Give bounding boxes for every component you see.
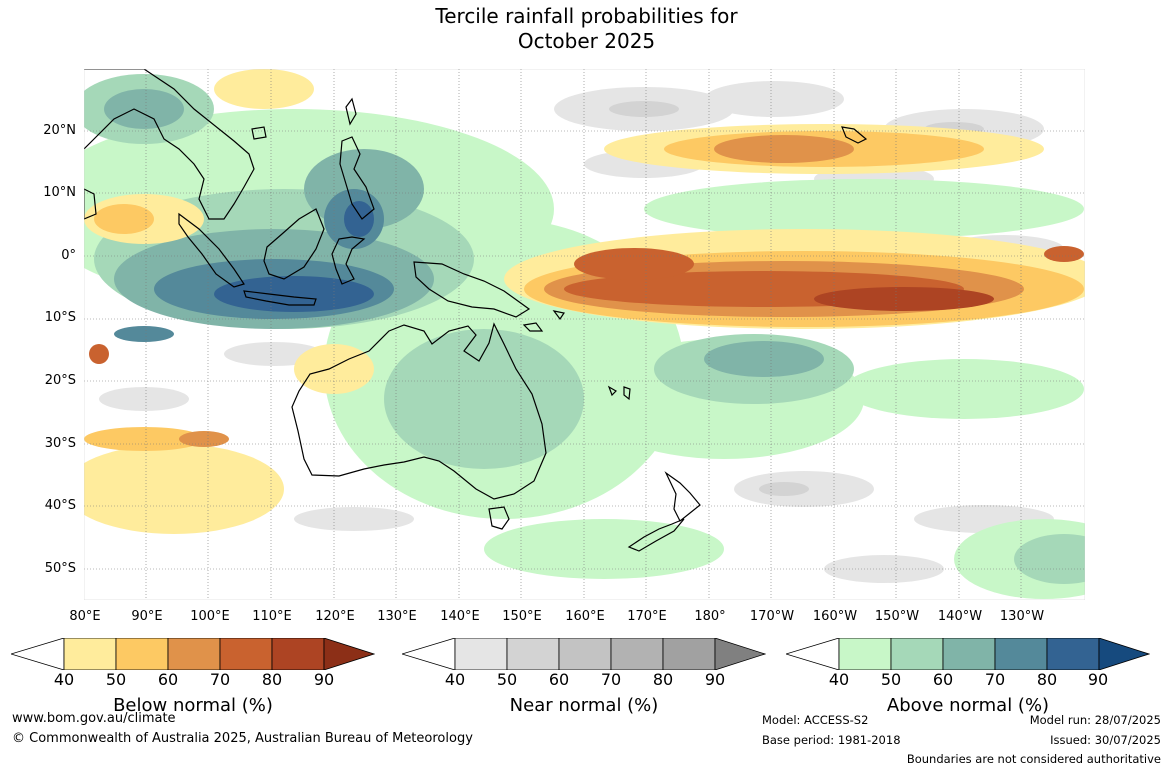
graticule [84, 69, 1085, 600]
new-guinea-coastline [413, 261, 531, 318]
lon-label-130w: 130°W [999, 609, 1045, 624]
chart-title: Tercile rainfall probabilities for Octob… [0, 4, 1173, 54]
near-tick-40: 40 [444, 670, 466, 689]
above-tick-80: 80 [1036, 670, 1058, 689]
lon-label-140e: 140°E [440, 609, 480, 624]
lon-label-140w: 140°W [937, 609, 983, 624]
model-name: Model: ACCESS-S2 [762, 713, 869, 727]
above-tick-40: 40 [828, 670, 850, 689]
near-normal-label: Near normal (%) [509, 695, 659, 716]
title-line-1: Tercile rainfall probabilities for [435, 4, 738, 28]
sumatra-coastline [178, 212, 245, 288]
lat-label-40s: 40°S [44, 498, 76, 513]
below-tick-70: 70 [209, 670, 231, 689]
lon-label-110e: 110°E [252, 609, 292, 624]
above-tick-60: 60 [932, 670, 954, 689]
near-tick-80: 80 [652, 670, 674, 689]
taiwan-coastline [345, 97, 357, 126]
sulawesi-coastline [331, 236, 366, 285]
lat-label-20s: 20°S [44, 373, 76, 388]
below-tick-40: 40 [53, 670, 75, 689]
tasmania-coastline [488, 506, 510, 530]
lon-label-130e: 130°E [377, 609, 417, 624]
issued-date: Issued: 30/07/2025 [1050, 733, 1161, 747]
base-period: Base period: 1981-2018 [762, 733, 901, 747]
below-normal-patches [84, 69, 1085, 534]
java-coastline [243, 290, 317, 306]
lat-label-50s: 50°S [44, 561, 76, 576]
se-asia-coastline [84, 69, 255, 220]
below-normal-label: Below normal (%) [113, 695, 273, 716]
lon-label-150e: 150°E [502, 609, 542, 624]
rainfall-probability-map [84, 69, 1085, 600]
copyright-text: © Commonwealth of Australia 2025, Austra… [12, 731, 473, 746]
model-run-date: Model run: 28/07/2025 [1029, 713, 1161, 727]
lat-label-30s: 30°S [44, 436, 76, 451]
above-tick-90: 90 [1087, 670, 1109, 689]
philippines-coastline [339, 136, 375, 220]
new-zealand-north-island [664, 471, 701, 522]
boundaries-disclaimer: Boundaries are not considered authoritat… [906, 752, 1161, 766]
lon-label-90e: 90°E [131, 609, 163, 624]
near-tick-60: 60 [548, 670, 570, 689]
below-tick-60: 60 [157, 670, 179, 689]
above-tick-70: 70 [984, 670, 1006, 689]
australia-coastline [291, 322, 547, 500]
lon-label-80e: 80°E [69, 609, 101, 624]
below-tick-50: 50 [105, 670, 127, 689]
colorbar-near-normal [402, 638, 766, 670]
lon-label-120e: 120°E [315, 609, 355, 624]
hainan-coastline [251, 126, 267, 140]
colorbar-below-normal [11, 638, 375, 670]
lat-label-0: 0° [61, 248, 76, 263]
below-tick-80: 80 [261, 670, 283, 689]
lon-label-170e: 170°E [627, 609, 667, 624]
lat-label-20n: 20°N [43, 123, 76, 138]
above-normal-label: Above normal (%) [886, 695, 1050, 716]
near-tick-70: 70 [600, 670, 622, 689]
lon-label-160e: 160°E [565, 609, 605, 624]
below-tick-90: 90 [313, 670, 335, 689]
near-tick-90: 90 [704, 670, 726, 689]
near-tick-50: 50 [496, 670, 518, 689]
lon-label-100e: 100°E [190, 609, 230, 624]
website-link[interactable]: www.bom.gov.au/climate [12, 711, 176, 726]
coastlines [84, 69, 868, 552]
lon-label-150w: 150°W [874, 609, 920, 624]
title-line-2: October 2025 [517, 29, 656, 53]
lon-label-160w: 160°W [812, 609, 858, 624]
above-tick-50: 50 [880, 670, 902, 689]
colorbar-above-normal [786, 638, 1150, 670]
lon-label-180: 180° [694, 609, 726, 624]
lon-label-170w: 170°W [749, 609, 795, 624]
lat-label-10n: 10°N [43, 185, 76, 200]
new-zealand-south-island [627, 518, 685, 552]
borneo-coastline [263, 208, 325, 280]
lat-label-10s: 10°S [44, 310, 76, 325]
